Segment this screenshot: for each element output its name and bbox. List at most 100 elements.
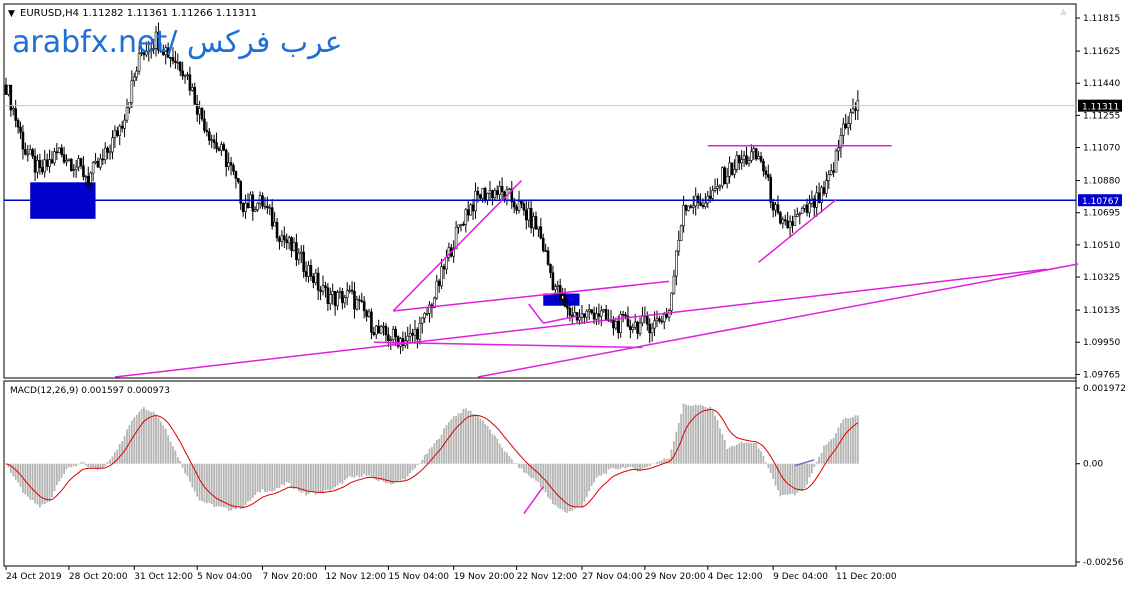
candle-body	[24, 148, 27, 155]
macd-bar	[544, 463, 547, 493]
macd-bar	[198, 463, 201, 501]
macd-bar	[273, 463, 276, 491]
candle-body	[524, 209, 528, 221]
candle-body	[810, 198, 814, 204]
candle-body	[464, 209, 468, 225]
supply-zone	[543, 293, 580, 306]
macd-bar	[653, 463, 656, 465]
macd-bar	[389, 463, 392, 485]
candle-body	[846, 123, 850, 129]
candle-body	[391, 328, 395, 340]
candle-body	[737, 155, 741, 164]
macd-bar	[193, 463, 196, 492]
candle-body	[43, 159, 47, 173]
macd-bar	[636, 463, 639, 472]
candle-body	[551, 272, 555, 290]
candle-body	[26, 153, 30, 156]
candle-body	[716, 185, 719, 189]
macd-bar	[484, 424, 487, 464]
macd-bar	[145, 409, 148, 464]
candle-body	[207, 131, 211, 141]
trendline-long-lower[interactable]	[114, 268, 1047, 378]
pattern-line-b[interactable]	[543, 315, 578, 324]
macd-bar	[622, 463, 624, 468]
macd-bar	[399, 463, 402, 481]
macd-bar	[409, 463, 412, 474]
macd-bar	[852, 417, 854, 464]
macd-bar	[660, 460, 663, 464]
macd-bar	[310, 463, 312, 493]
macd-bar	[218, 463, 220, 507]
candle-body	[111, 137, 114, 153]
macd-bar	[7, 463, 10, 468]
line-price-tag-label: 1.10767	[1082, 197, 1119, 207]
candle-body	[762, 160, 765, 172]
candle-body	[544, 250, 547, 252]
candle-body	[239, 181, 243, 204]
candle-body	[495, 190, 499, 195]
trendline-long-upper[interactable]	[477, 263, 1079, 378]
candle-body	[546, 250, 550, 265]
candle-body	[65, 160, 68, 163]
macd-bar	[443, 428, 445, 464]
candle-body	[556, 285, 560, 287]
macd-bar	[72, 463, 75, 467]
candle-body	[522, 203, 526, 211]
candle-body	[60, 147, 63, 155]
pattern-line-a[interactable]	[528, 303, 544, 324]
macd-bar	[358, 463, 361, 478]
candle-body	[77, 158, 80, 168]
macd-bar	[172, 446, 174, 464]
trendline-rise[interactable]	[392, 180, 522, 312]
candle-body	[600, 310, 603, 317]
macd-bar	[735, 444, 738, 464]
candle-body	[440, 266, 443, 287]
candle-body	[91, 162, 95, 174]
macd-bar	[189, 463, 191, 482]
candle-body	[183, 74, 187, 77]
candle-body	[229, 162, 233, 166]
macd-bar	[423, 454, 426, 464]
candle-body	[372, 332, 376, 335]
candle-body	[803, 204, 806, 209]
macd-bar	[445, 425, 448, 464]
macd-bar	[849, 417, 852, 464]
macd-bar	[169, 441, 172, 464]
candle-body	[549, 264, 552, 274]
candle-body	[232, 165, 235, 172]
macd-bar	[184, 463, 186, 474]
rising-support-line[interactable]	[758, 199, 837, 263]
candle-body	[631, 326, 635, 330]
macd-bar	[285, 463, 288, 482]
candle-body	[382, 325, 385, 328]
candle-body	[321, 285, 325, 292]
macd-bar	[491, 434, 494, 464]
channel-line[interactable]	[393, 280, 670, 312]
macd-marker-line[interactable]	[794, 459, 815, 467]
macd-bar	[481, 420, 484, 464]
chart-menu-arrow[interactable]: ▼	[8, 9, 15, 19]
macd-bar	[295, 463, 298, 489]
macd-bar	[138, 411, 140, 464]
macd-divergence-line[interactable]	[523, 486, 544, 515]
watermark-text: arabfx.net/ عرب فركس	[12, 25, 343, 60]
macd-bar	[278, 463, 281, 488]
macd-bar	[825, 444, 828, 464]
macd-bar	[181, 463, 184, 468]
horizontal-trendline-low[interactable]	[373, 341, 643, 349]
macd-bar	[266, 463, 269, 493]
macd-bar	[82, 461, 85, 464]
macd-bar	[222, 463, 225, 508]
candle-body	[40, 167, 44, 173]
macd-bar	[36, 463, 39, 505]
candle-body	[689, 205, 693, 208]
macd-bar	[673, 441, 675, 464]
candle-body	[817, 192, 821, 203]
candle-body	[130, 80, 134, 104]
candle-body	[791, 221, 794, 226]
candle-body	[241, 202, 245, 212]
candle-body	[285, 239, 289, 244]
candle-body	[740, 159, 743, 164]
macd-bar	[196, 463, 199, 497]
candle-body	[94, 160, 97, 163]
